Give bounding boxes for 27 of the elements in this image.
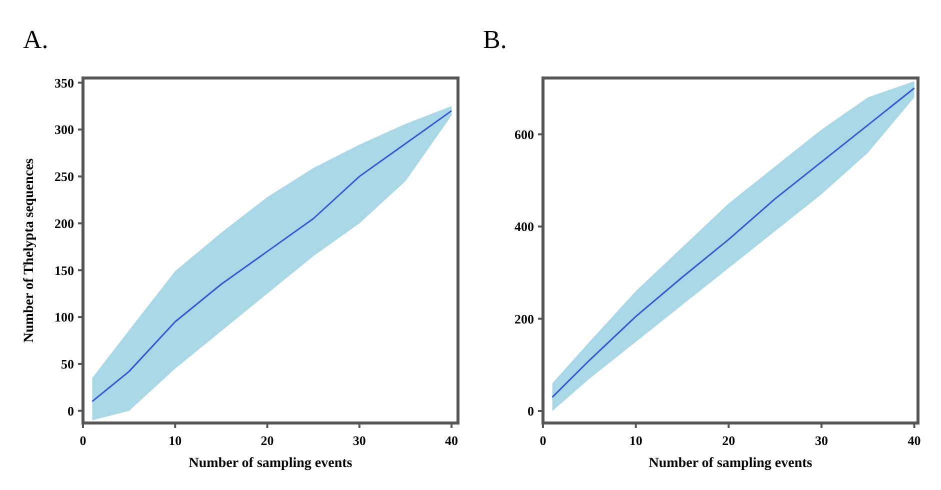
x-tick-label: 30 bbox=[352, 433, 366, 448]
y-tick-label: 200 bbox=[54, 216, 74, 231]
x-axis-title: Number of sampling events bbox=[648, 456, 813, 471]
x-tick-label: 20 bbox=[260, 433, 274, 448]
y-tick-label: 350 bbox=[54, 75, 74, 90]
chart-title: B. bbox=[483, 25, 507, 54]
y-tick-label: 250 bbox=[54, 168, 74, 184]
y-tick-label: 600 bbox=[514, 126, 534, 142]
y-tick-label: 300 bbox=[54, 122, 74, 138]
chart-title: A. bbox=[23, 25, 48, 54]
y-tick-label: 0 bbox=[528, 404, 534, 419]
x-tick-label: 40 bbox=[908, 433, 921, 448]
y-tick-label: 50 bbox=[61, 356, 74, 372]
x-tick-label: 0 bbox=[80, 433, 86, 448]
x-tick-label: 0 bbox=[540, 433, 546, 448]
x-tick-label: 30 bbox=[814, 433, 828, 448]
y-tick-label: 0 bbox=[68, 403, 74, 418]
x-tick-label: 10 bbox=[168, 433, 182, 448]
y-tick-label: 150 bbox=[54, 262, 74, 278]
x-tick-label: 20 bbox=[722, 433, 736, 448]
x-tick-label: 10 bbox=[629, 433, 642, 448]
y-tick-label: 400 bbox=[514, 219, 534, 234]
y-tick-label: 200 bbox=[514, 311, 534, 326]
y-axis-title: Number of Thelypta sequences bbox=[22, 158, 37, 343]
x-axis-title: Number of sampling events bbox=[188, 456, 353, 471]
y-tick-label: 100 bbox=[54, 310, 74, 325]
x-tick-label: 40 bbox=[445, 433, 458, 448]
